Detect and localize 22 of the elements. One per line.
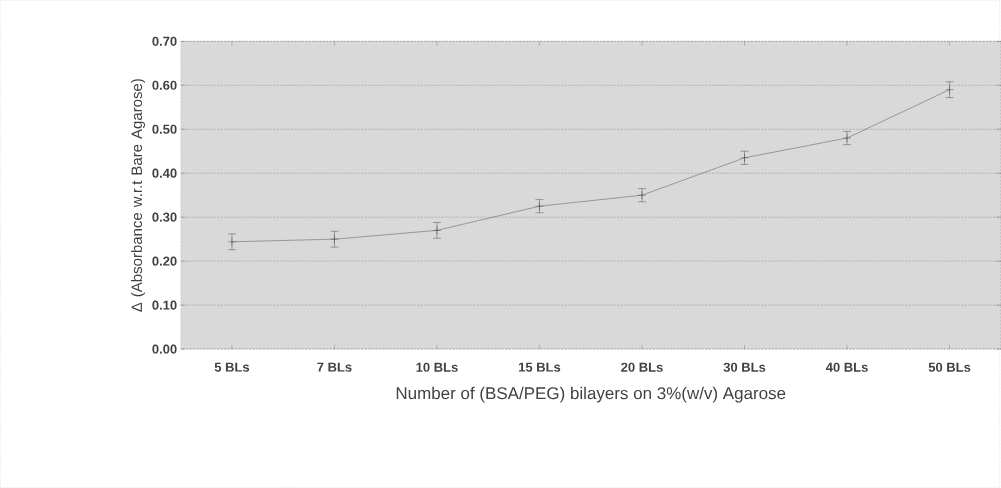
x-tick-label: 15 BLs [519, 362, 561, 372]
x-tick-label: 40 BLs [825, 362, 868, 373]
x-tick-label: 20 BLs [621, 362, 663, 373]
y-tick-label: 0.40 [152, 168, 177, 178]
point [227, 237, 237, 247]
x-tick-label: 30 BLs [723, 362, 766, 373]
y-tick-label: 0.60 [152, 80, 177, 91]
y-tick-label: 0.00 [152, 344, 177, 354]
x-tick-label: 10 BLs [416, 362, 458, 373]
y-tick-label: 0.10 [152, 300, 177, 310]
x-axis-title: Number of (BSA/PEG) bilayers on 3%(w/v) Agarose [396, 386, 786, 403]
y-tick-label: 0.20 [152, 256, 177, 266]
y-axis-title: Δ (Absorbance w.r.t Bare Agarose) [131, 79, 146, 312]
x-tick-label: 7 BLs [317, 362, 352, 372]
point [330, 235, 339, 244]
y-tick-label: 0.50 [152, 124, 177, 134]
y-tick-label: 0.30 [152, 212, 177, 222]
x-tick-label: 50 BLs [928, 362, 971, 373]
point [535, 202, 544, 211]
x-tick-label: 5 BLs [214, 362, 250, 372]
y-tick-label: 0.70 [152, 36, 177, 47]
point [432, 226, 442, 235]
